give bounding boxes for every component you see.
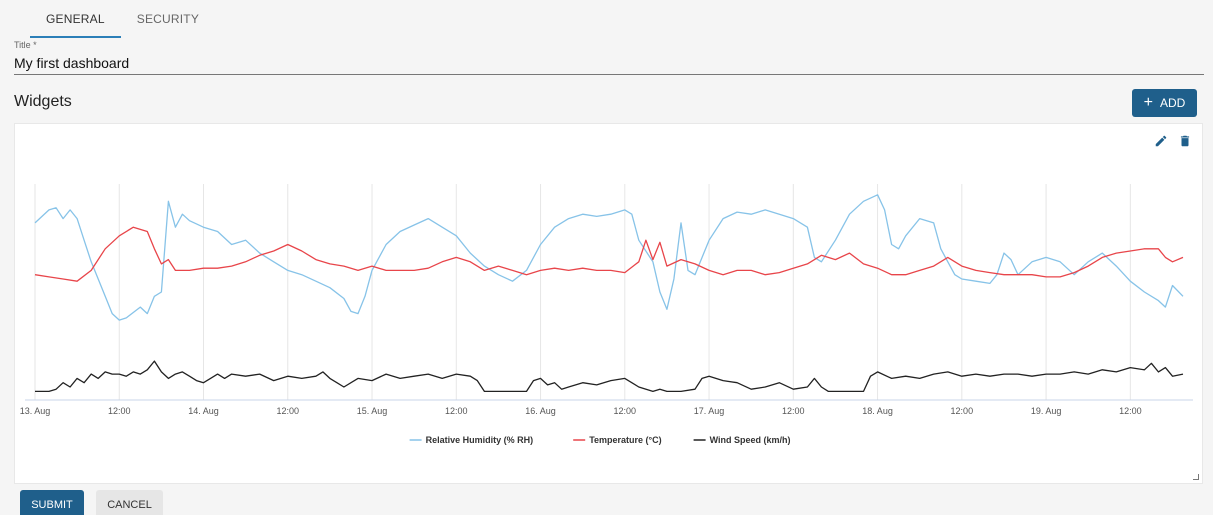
tab-general[interactable]: GENERAL (30, 0, 121, 38)
x-tick-label: 12:00 (951, 406, 974, 416)
x-tick-label: 15. Aug (357, 406, 388, 416)
add-widget-button[interactable]: + ADD (1132, 89, 1197, 117)
x-tick-label: 12:00 (1119, 406, 1142, 416)
series-line-2 (35, 360, 1184, 393)
series-line-1 (34, 226, 1184, 282)
x-tick-label: 17. Aug (694, 406, 725, 416)
title-input[interactable] (14, 52, 1204, 75)
chart-widget: 13. Aug 12:00 14. Aug 12:00 15. Aug 12:00 16. … (14, 123, 1203, 484)
x-tick-label: 12:00 (108, 406, 131, 416)
cancel-button[interactable]: CANCEL (96, 490, 163, 515)
legend-label: Relative Humidity (% RH) (426, 435, 534, 445)
x-tick-label: 13. Aug (20, 406, 51, 416)
widget-actions (1154, 134, 1192, 148)
footer-actions: SUBMIT CANCEL (20, 490, 163, 515)
plus-icon: + (1143, 93, 1153, 111)
resize-handle[interactable] (1193, 474, 1199, 480)
trash-icon[interactable] (1178, 134, 1192, 148)
tab-bar: GENERAL SECURITY (30, 0, 215, 38)
tab-security[interactable]: SECURITY (136, 12, 200, 26)
legend-label: Wind Speed (km/h) (710, 435, 791, 445)
x-tick-label: 18. Aug (862, 406, 893, 416)
submit-button[interactable]: SUBMIT (20, 490, 84, 515)
add-button-label: ADD (1160, 96, 1186, 110)
x-tick-label: 12:00 (614, 406, 637, 416)
title-field-label: Title * (14, 40, 37, 50)
x-tick-label: 16. Aug (525, 406, 556, 416)
x-tick-label: 12:00 (445, 406, 468, 416)
x-tick-label: 12:00 (277, 406, 300, 416)
legend-label: Temperature (°C) (589, 435, 661, 445)
x-tick-label: 19. Aug (1031, 406, 1062, 416)
x-tick-label: 12:00 (782, 406, 805, 416)
pencil-icon[interactable] (1154, 134, 1168, 148)
line-chart: 13. Aug 12:00 14. Aug 12:00 15. Aug 12:00 16. … (20, 184, 1193, 445)
series-line-0 (34, 194, 1184, 321)
x-tick-label: 14. Aug (188, 406, 219, 416)
widgets-heading: Widgets (14, 93, 72, 110)
